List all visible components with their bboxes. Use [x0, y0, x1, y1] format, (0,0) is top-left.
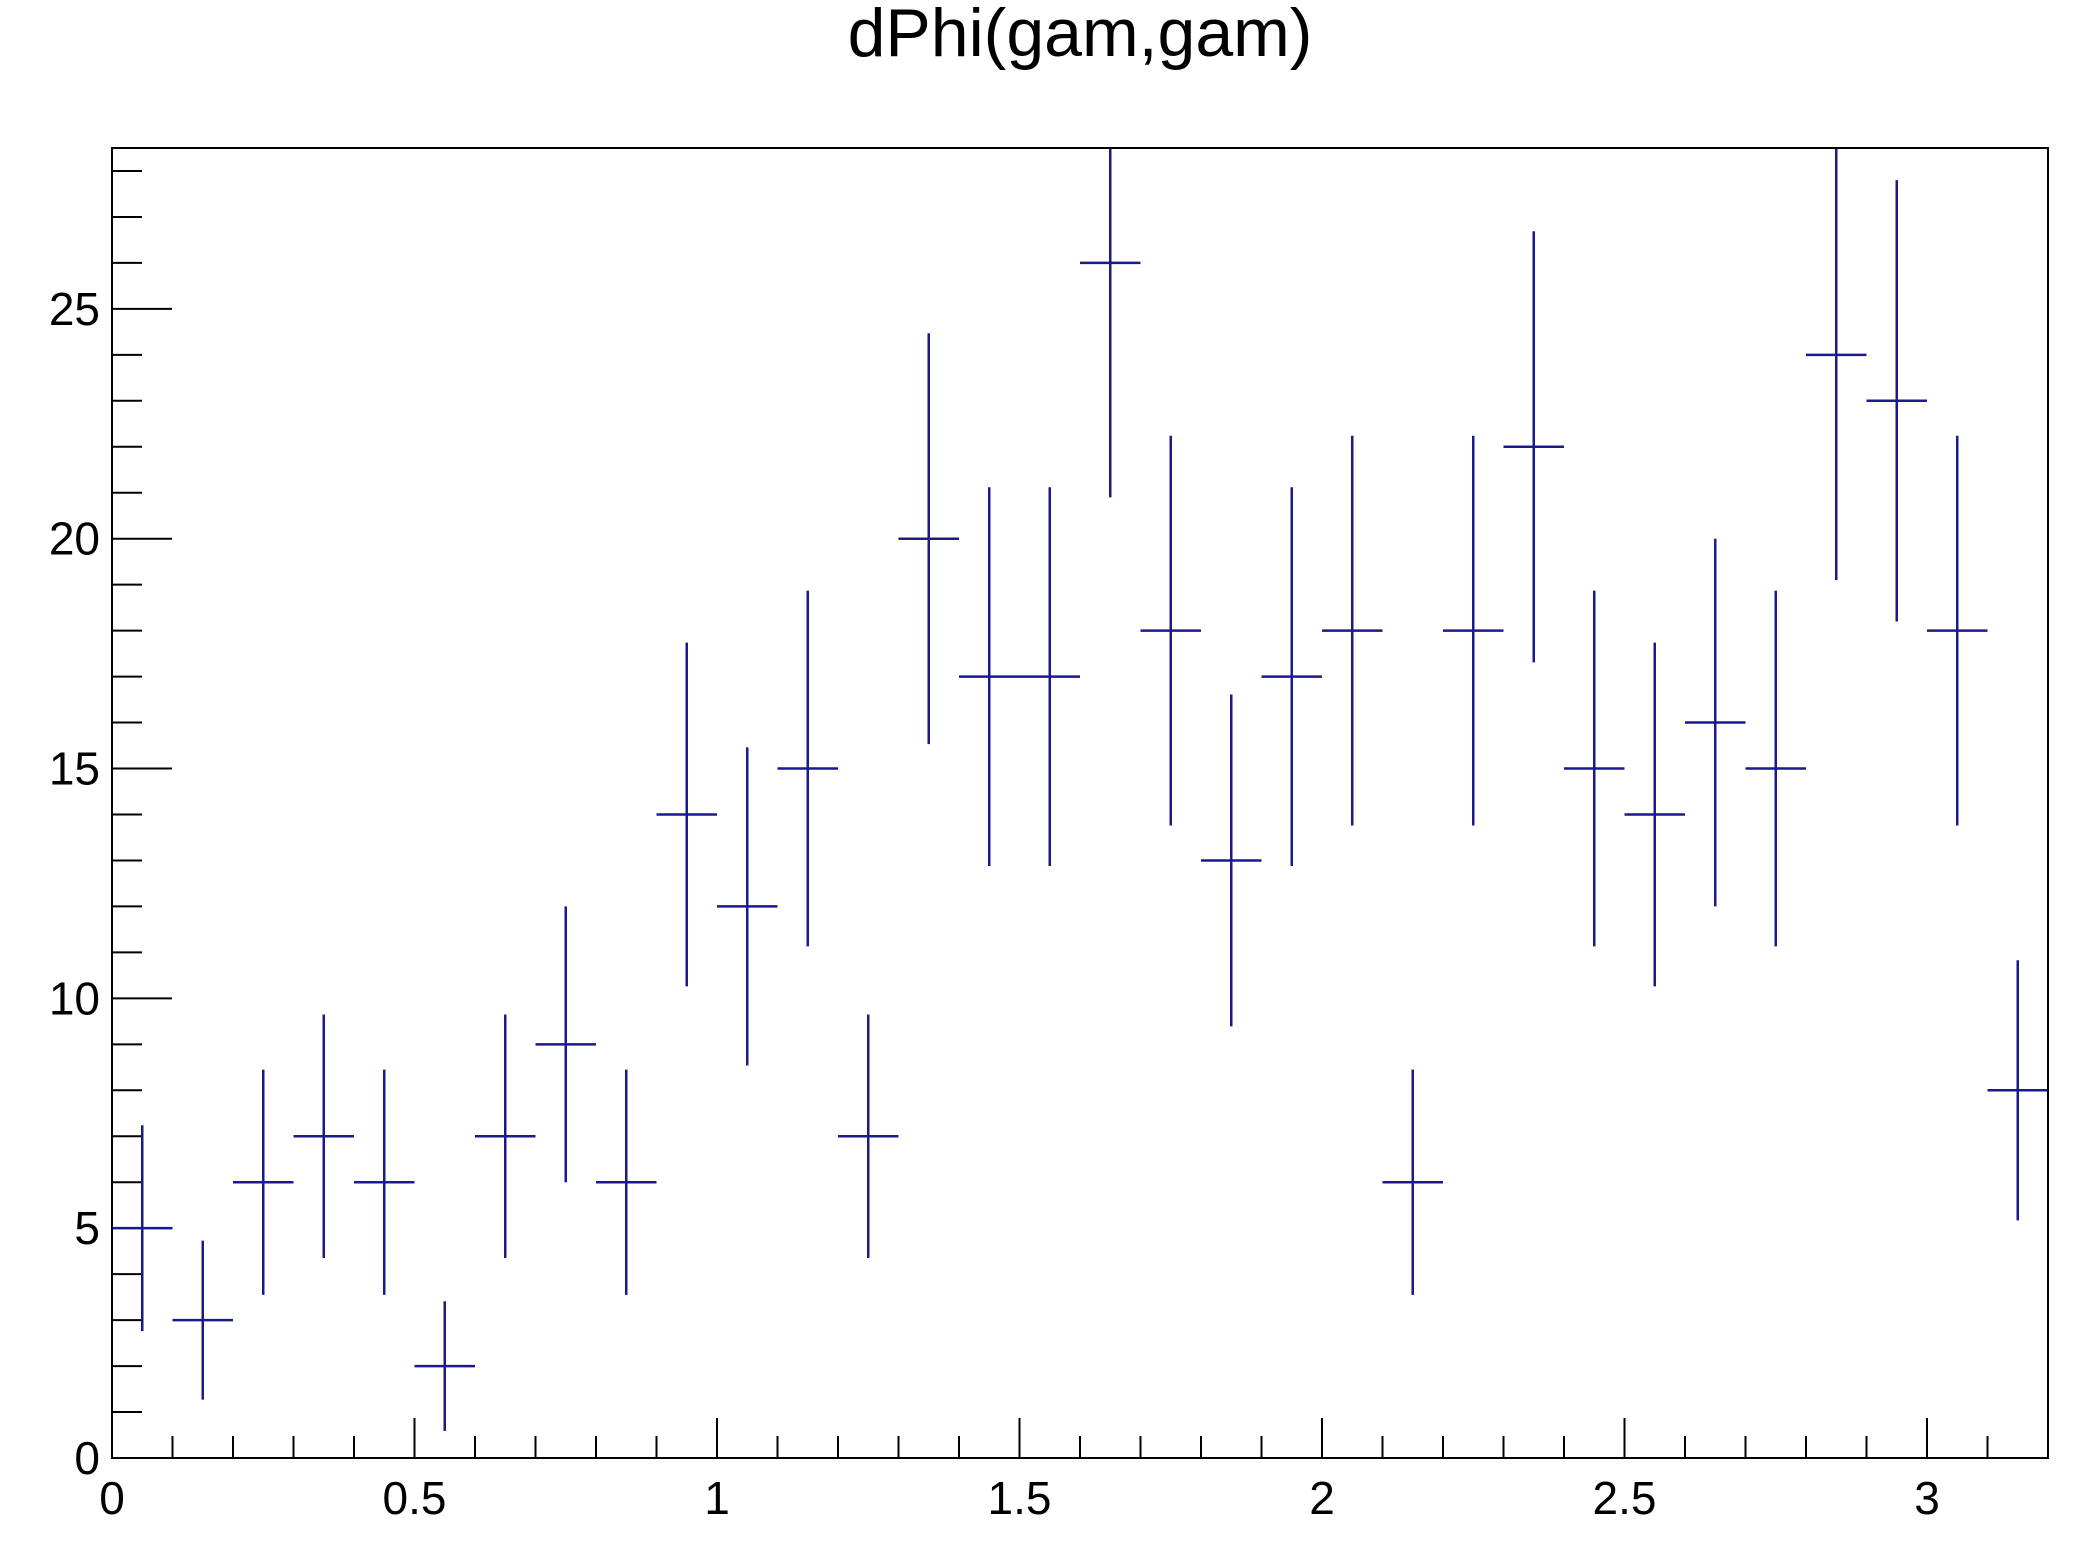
- data-point: [1866, 180, 1927, 622]
- data-point: [1624, 642, 1685, 987]
- x-tick-label: 2.5: [1593, 1472, 1657, 1524]
- data-points: [112, 148, 2048, 1431]
- data-point: [1443, 435, 1504, 826]
- data-point: [1140, 435, 1201, 826]
- data-point: [1322, 435, 1383, 826]
- data-point: [1564, 590, 1625, 947]
- data-point: [1503, 231, 1564, 663]
- data-point: [838, 1014, 899, 1259]
- y-tick-label: 10: [49, 972, 100, 1024]
- data-point: [656, 642, 717, 987]
- x-tick-label: 1: [704, 1472, 730, 1524]
- y-tick-label: 0: [74, 1432, 100, 1484]
- data-point: [596, 1069, 657, 1295]
- x-tick-label: 1.5: [988, 1472, 1052, 1524]
- data-point: [535, 906, 596, 1183]
- data-point: [1685, 538, 1746, 907]
- plot-frame: [111, 147, 2049, 1459]
- data-point: [172, 1240, 233, 1400]
- data-point: [898, 333, 959, 745]
- data-point: [1019, 487, 1080, 866]
- y-tick-label: 5: [74, 1202, 100, 1254]
- data-point: [777, 590, 838, 947]
- x-tick-label: 0: [99, 1472, 125, 1524]
- tick-labels: 0 0.5 1 1.5 2 2.5 3 0 5 10 15 20 25: [49, 283, 1940, 1524]
- data-point: [1987, 960, 2048, 1221]
- x-tick-label: 3: [1914, 1472, 1940, 1524]
- x-tick-label: 2: [1309, 1472, 1335, 1524]
- axis-ticks: [111, 169, 2049, 1459]
- data-point: [1080, 148, 1141, 498]
- data-point: [293, 1014, 354, 1259]
- data-point: [112, 1125, 173, 1332]
- y-tick-label: 15: [49, 743, 100, 795]
- y-tick-label: 20: [49, 513, 100, 565]
- data-point: [475, 1014, 536, 1259]
- data-point: [1382, 1069, 1443, 1295]
- data-point: [233, 1069, 294, 1295]
- data-point: [959, 487, 1020, 866]
- chart-title: dPhi(gam,gam): [848, 0, 1313, 71]
- x-tick-label: 0.5: [383, 1472, 447, 1524]
- data-point: [1261, 487, 1322, 866]
- data-point: [1201, 694, 1262, 1027]
- data-point: [1927, 435, 1988, 826]
- data-point: [414, 1301, 475, 1431]
- data-point: [354, 1069, 415, 1295]
- data-point: [1806, 148, 1867, 581]
- y-tick-label: 25: [49, 283, 100, 335]
- data-point: [1745, 590, 1806, 947]
- data-point: [717, 747, 778, 1066]
